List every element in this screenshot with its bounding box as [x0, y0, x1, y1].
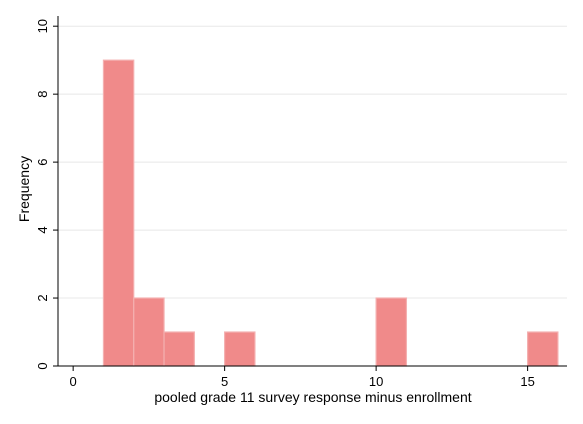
- y-axis-title: Frequency: [16, 156, 32, 222]
- bar-0: [102, 59, 135, 367]
- bar-1: [133, 297, 165, 367]
- x-tick-label-15: 15: [520, 374, 534, 389]
- bar-3: [224, 331, 256, 367]
- y-tick-label-2: 2: [35, 294, 50, 301]
- bar-2: [163, 331, 195, 367]
- bar-5: [527, 331, 559, 367]
- histogram-bars: [102, 59, 559, 367]
- x-tick-label-5: 5: [221, 374, 228, 389]
- axes: [53, 16, 567, 371]
- bar-4: [375, 297, 408, 367]
- x-axis-title: pooled grade 11 survey response minus en…: [154, 389, 471, 405]
- x-tick-label-10: 10: [369, 374, 383, 389]
- y-tick-label-6: 6: [35, 158, 50, 165]
- grid-lines: [58, 25, 567, 299]
- tick-labels: 0 2 4 6 8 10 0 5 10 15: [35, 19, 535, 389]
- x-tick-label-0: 0: [70, 374, 77, 389]
- y-tick-label-4: 4: [35, 226, 50, 233]
- y-tick-label-10: 10: [35, 19, 50, 33]
- y-tick-label-8: 8: [35, 91, 50, 98]
- y-tick-label-0: 0: [35, 362, 50, 369]
